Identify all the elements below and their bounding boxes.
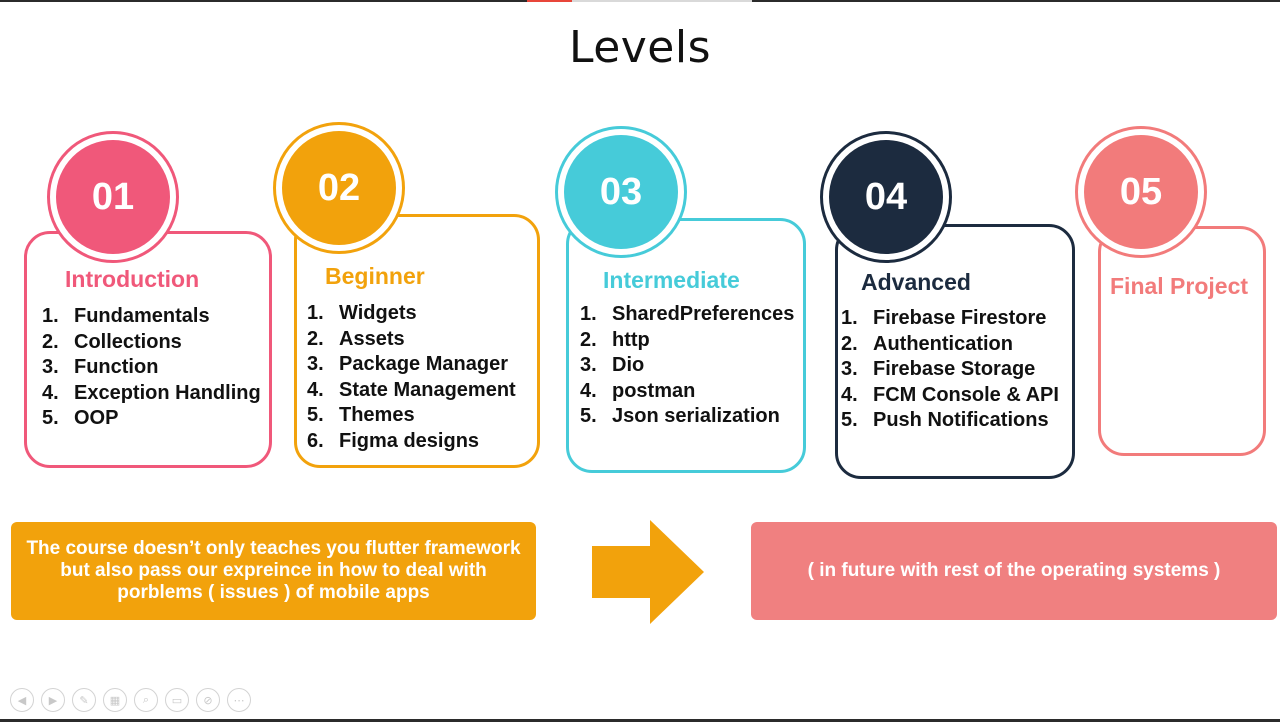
level-title: Intermediate (603, 267, 740, 293)
list-item: 1. Fundamentals (42, 305, 210, 327)
list-item: 2. Assets (307, 327, 405, 350)
camera-off-icon[interactable]: ⊘ (196, 688, 220, 712)
list-item: 5. Push Notifications (841, 409, 1049, 431)
list-item: 1. Firebase Firestore (841, 307, 1047, 329)
progress-track (572, 0, 752, 2)
course-note: The course doesn’t only teaches you flut… (11, 522, 536, 620)
list-item: 1. Widgets (307, 302, 417, 324)
pen-icon[interactable]: ✎ (72, 688, 96, 712)
level-badge-02: 02 (273, 122, 405, 254)
list-item: 3. Dio (580, 354, 645, 376)
level-badge-04: 04 (820, 131, 952, 263)
list-item: 4. postman (580, 379, 696, 402)
previous-icon[interactable]: ◀ (10, 688, 34, 712)
list-item: 2. Collections (42, 330, 182, 353)
list-item: 5. OOP (42, 407, 119, 429)
topic-list: 1. Firebase Firestore 2. Authentication 3.… (841, 306, 1059, 434)
slideshow-toolbar: ◀ ▶ ✎ ▦ ⌕ ▭ ⊘ ⋯ (10, 688, 251, 712)
level-card-final-project: Final Project (1098, 226, 1266, 456)
list-item: 4. State Management (307, 378, 516, 401)
topic-list: 1. Fundamentals 2. Collections 3. Function … (42, 304, 261, 432)
zoom-icon[interactable]: ⌕ (134, 688, 158, 712)
level-card-beginner: Beginner 1. Widgets 2. Assets 3. Package Ma… (294, 214, 540, 468)
level-badge-01: 01 (47, 131, 179, 263)
bottom-border (0, 719, 1280, 722)
level-card-introduction: Introduction 1. Fundamentals 2. Collection… (24, 231, 272, 468)
level-number: 05 (1084, 135, 1198, 249)
arrow-right-icon (592, 520, 704, 624)
list-item: 2. Authentication (841, 332, 1013, 355)
subtitles-icon[interactable]: ▭ (165, 688, 189, 712)
level-number: 01 (56, 140, 170, 254)
list-item: 4. Exception Handling (42, 381, 261, 404)
list-item: 5. Themes (307, 404, 415, 426)
list-item: 5. Json serialization (580, 405, 780, 427)
topic-list: 1. Widgets 2. Assets 3. Package Manager 4. S… (307, 301, 516, 454)
level-title: Advanced (861, 269, 971, 295)
list-item: 4. FCM Console & API (841, 383, 1059, 406)
progress-accent (527, 0, 572, 2)
list-item: 2. http (580, 328, 650, 351)
future-note: ( in future with rest of the operating s… (751, 522, 1277, 620)
slides-icon[interactable]: ▦ (103, 688, 127, 712)
level-card-advanced: Advanced 1. Firebase Firestore 2. Authenti… (835, 224, 1075, 479)
level-title: Final Project (1110, 273, 1249, 299)
level-badge-03: 03 (555, 126, 687, 258)
list-item: 1. SharedPreferences (580, 303, 795, 325)
list-item: 6. Figma designs (307, 429, 480, 452)
slide-title: Levels (568, 22, 712, 73)
more-icon[interactable]: ⋯ (227, 688, 251, 712)
level-number: 04 (829, 140, 943, 254)
list-item: 3. Package Manager (307, 353, 508, 375)
level-number: 02 (282, 131, 396, 245)
list-item: 3. Firebase Storage (841, 358, 1036, 380)
level-number: 03 (564, 135, 678, 249)
topic-list: 1. SharedPreferences 2. http 3. Dio 4. postm… (580, 302, 794, 430)
level-title: Beginner (325, 263, 425, 289)
level-card-intermediate: Intermediate 1. SharedPreferences 2. http … (566, 218, 806, 473)
next-icon[interactable]: ▶ (41, 688, 65, 712)
level-title: Introduction (65, 266, 200, 292)
level-badge-05: 05 (1075, 126, 1207, 258)
list-item: 3. Function (42, 356, 159, 378)
